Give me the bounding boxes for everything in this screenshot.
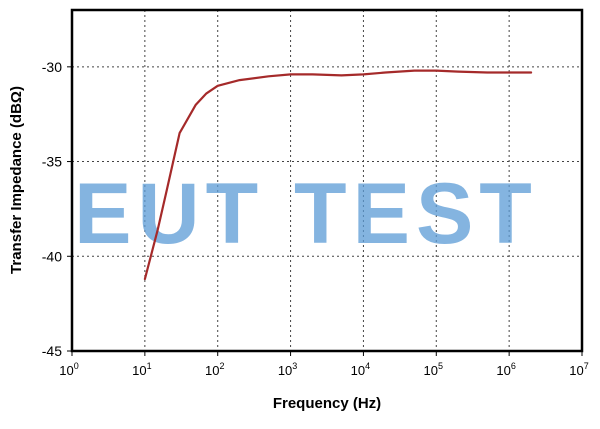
series-layer	[143, 69, 533, 281]
y-axis-label: Transfer Impedance (dBΩ)	[8, 86, 25, 274]
x-axis-label: Frequency (Hz)	[273, 395, 381, 412]
x-tick-label: 105	[424, 361, 443, 378]
x-tick-label: 102	[205, 361, 224, 378]
watermark: EUT TEST	[74, 166, 538, 262]
plot-frame	[70, 8, 584, 353]
grid	[72, 10, 582, 351]
y-tick-label: -35	[42, 154, 62, 170]
x-tick-label: 101	[132, 361, 151, 378]
x-tick-label: 100	[59, 361, 78, 378]
x-tick-label: 103	[278, 361, 297, 378]
y-tick-label: -40	[42, 248, 62, 264]
y-tick-label: -45	[42, 343, 62, 359]
y-tick-label: -30	[42, 59, 62, 75]
x-tick-label: 107	[569, 361, 588, 378]
series-line-0	[143, 69, 533, 281]
x-tick-label: 106	[496, 361, 515, 378]
tick-labels: 100 101 102 103 104 105 106 107 -30 -35 -40 -45	[42, 59, 589, 378]
x-tick-label: 104	[351, 361, 370, 378]
watermark-text: EUT TEST	[74, 166, 538, 262]
